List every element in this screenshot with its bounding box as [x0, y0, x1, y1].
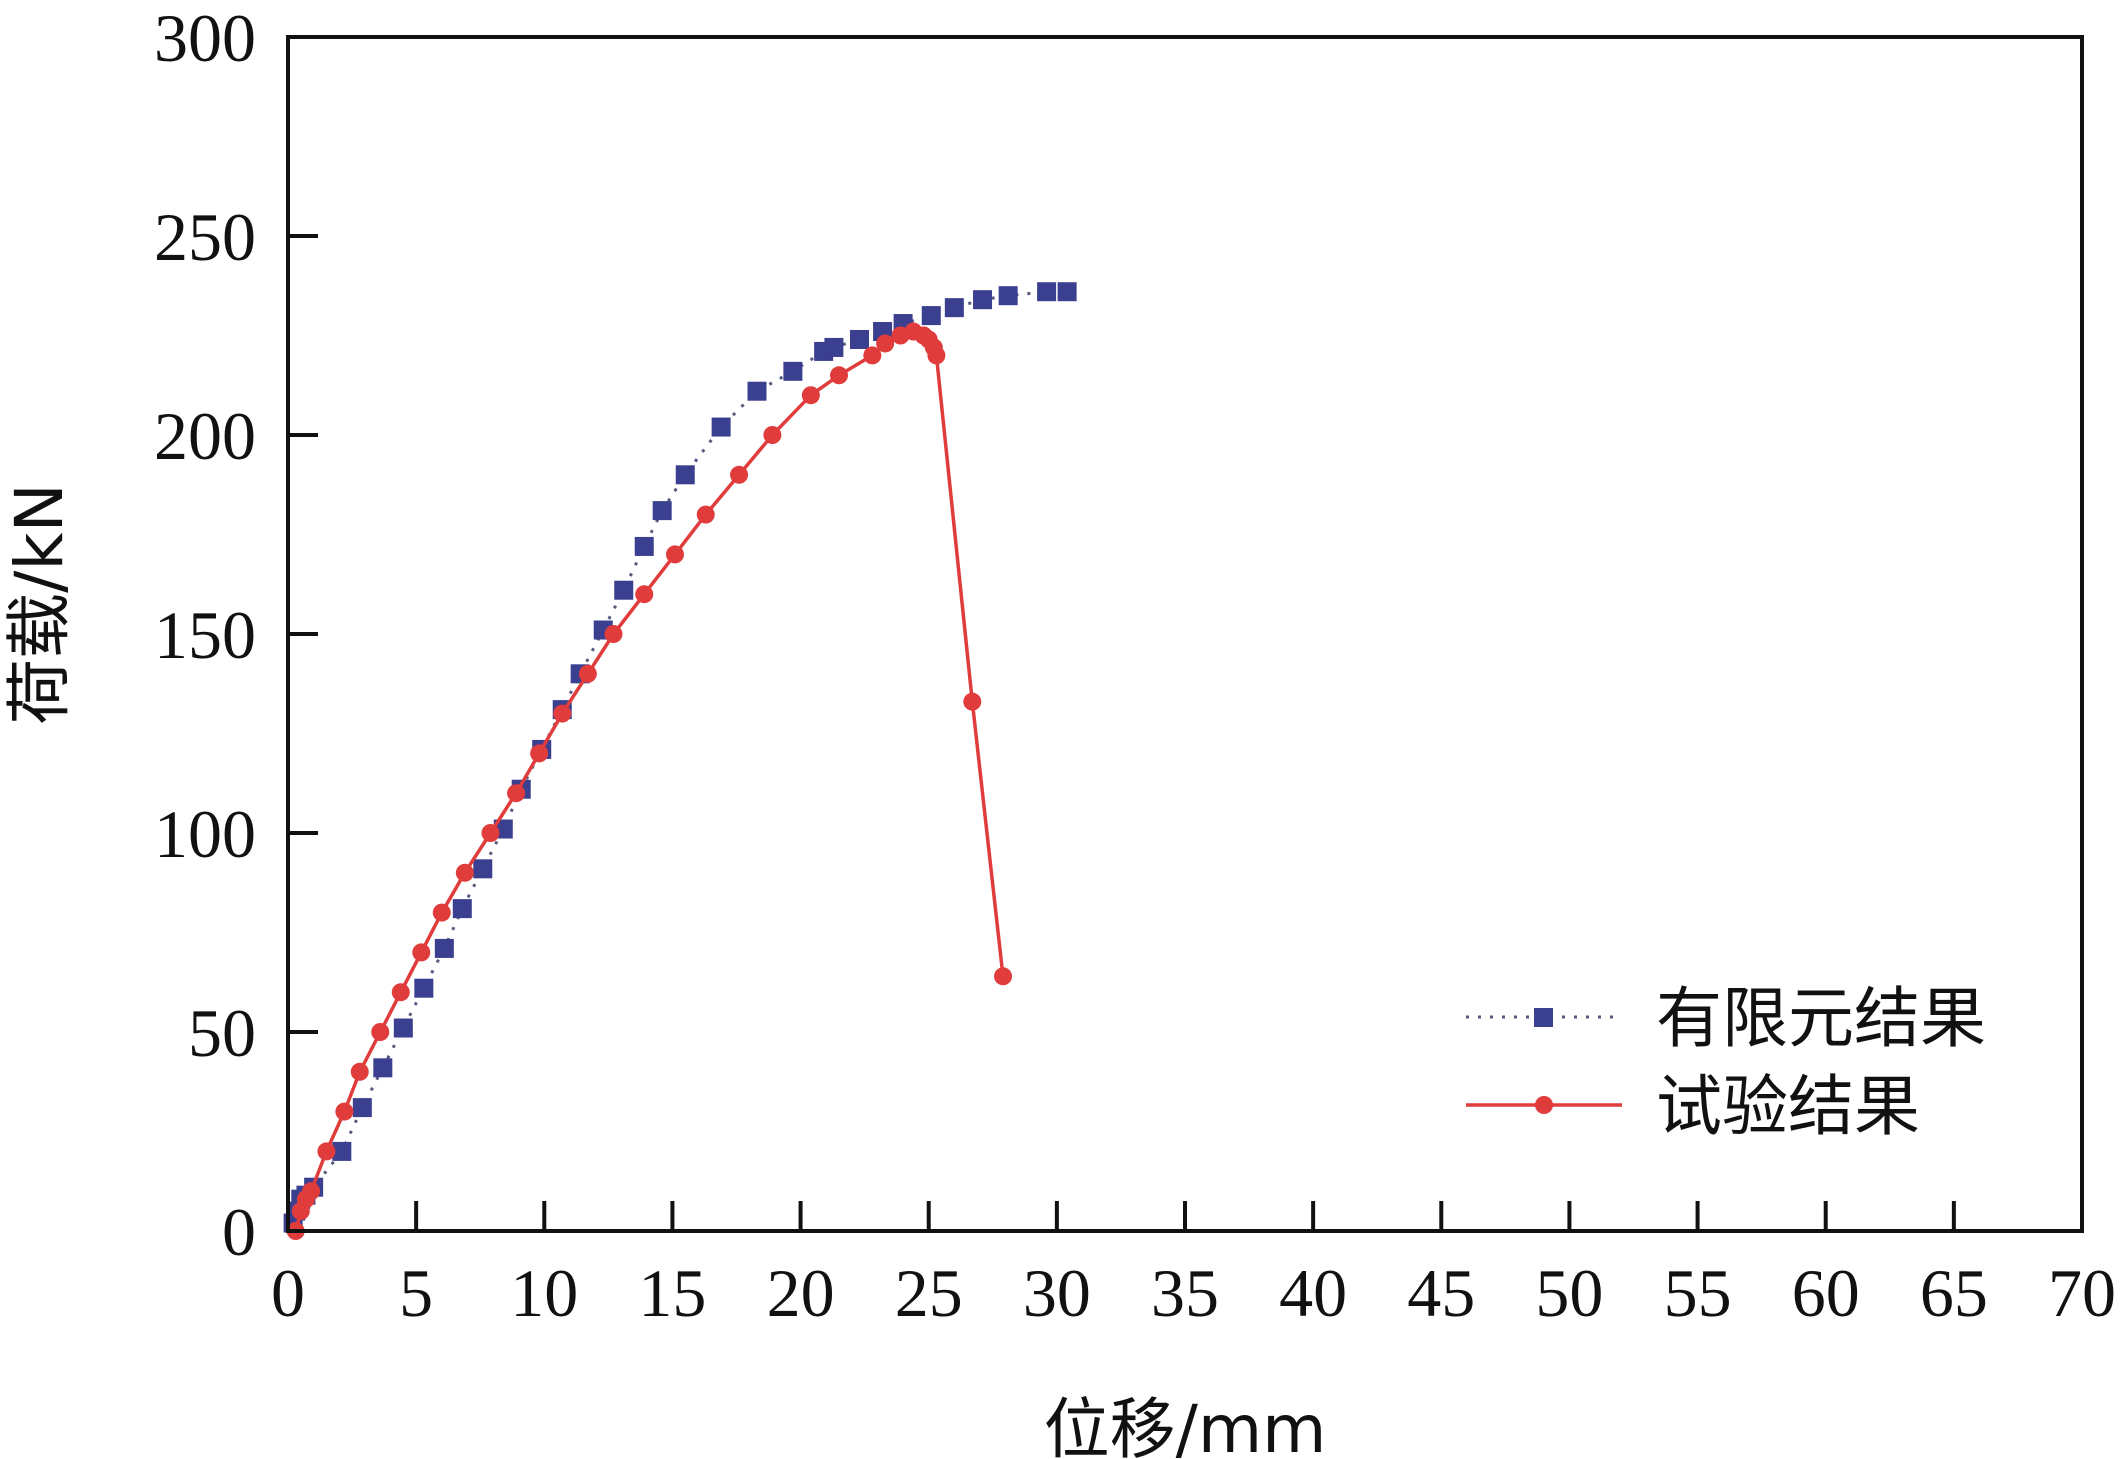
x-tick-label: 0 [271, 1255, 305, 1331]
fem-point [783, 361, 803, 381]
legend-label-test: 试验结果 [1656, 1068, 1920, 1145]
fem-point [998, 286, 1018, 306]
y-tick-label: 200 [154, 398, 256, 474]
test-point [432, 903, 451, 922]
fem-point [373, 1058, 393, 1078]
x-tick-label: 20 [767, 1255, 835, 1331]
legend-marker-fem [1534, 1008, 1553, 1027]
test-point [350, 1062, 369, 1081]
fem-point [473, 859, 493, 879]
fem-point [973, 290, 993, 310]
fem-point [452, 899, 472, 919]
fem-point [393, 1018, 413, 1038]
x-tick-label: 60 [1792, 1255, 1860, 1331]
series-line-test [294, 329, 1005, 1232]
fem-point [434, 938, 454, 958]
test-point [635, 585, 654, 604]
x-tick-label: 50 [1535, 1255, 1603, 1331]
x-tick-label: 10 [510, 1255, 578, 1331]
y-tick-label: 100 [154, 796, 256, 872]
x-tick-label: 5 [399, 1255, 433, 1331]
test-point [530, 744, 549, 763]
test-point [801, 386, 820, 405]
fem-point [634, 536, 654, 556]
x-tick-label: 40 [1279, 1255, 1347, 1331]
fem-point [675, 465, 695, 485]
y-axis-title: 荷载/kN [1, 483, 78, 725]
test-point [963, 692, 982, 711]
plot-frame [286, 35, 2084, 1233]
test-point [317, 1142, 336, 1161]
test-point [830, 366, 849, 385]
test-point [604, 625, 623, 643]
x-tick-label: 15 [638, 1255, 706, 1331]
fem-point [747, 381, 767, 401]
test-point [481, 824, 500, 842]
x-tick-label: 45 [1407, 1255, 1475, 1331]
test-point [665, 545, 684, 564]
y-tick-label: 0 [222, 1194, 256, 1270]
x-tick-label: 30 [1023, 1255, 1091, 1331]
fem-point [824, 337, 844, 357]
fem-point [352, 1098, 372, 1118]
fem-point [332, 1141, 352, 1161]
test-point [335, 1102, 354, 1121]
fem-point [614, 580, 634, 600]
x-tick-label: 70 [2048, 1255, 2116, 1331]
test-point [302, 1182, 321, 1201]
fem-point [921, 306, 941, 326]
legend: 有限元结果 试验结果 [1466, 980, 1986, 1145]
fem-point [850, 329, 870, 349]
fem-point [1037, 282, 1057, 302]
test-point [696, 505, 715, 524]
series-layer [283, 282, 1077, 1240]
test-point [412, 943, 431, 962]
series-line-fem [291, 290, 1068, 1224]
test-point [507, 784, 526, 803]
tick-labels: 0 5 10 15 20 25 30 35 40 45 50 55 60 65 70 0 50 100 150 200… [154, 0, 2116, 1331]
y-tick-label: 150 [154, 597, 256, 673]
fem-point [711, 417, 731, 437]
fem-point [414, 978, 434, 998]
test-point [876, 334, 895, 353]
fem-point [944, 298, 964, 318]
test-point [763, 426, 782, 444]
test-point [730, 465, 749, 484]
y-tick-label: 50 [188, 995, 256, 1071]
legend-item-fem: 有限元结果 [1466, 980, 1986, 1057]
y-tick-label: 300 [154, 0, 256, 76]
legend-marker-test [1535, 1096, 1553, 1114]
x-tick-label: 25 [895, 1255, 963, 1331]
axis-ticks [288, 234, 1956, 1231]
test-point [578, 664, 597, 683]
y-tick-label: 250 [154, 199, 256, 275]
test-point [927, 346, 946, 365]
test-point [455, 863, 474, 882]
test-point [371, 1023, 390, 1041]
fem-point [652, 501, 672, 521]
x-tick-label: 55 [1664, 1255, 1732, 1331]
test-point [994, 967, 1013, 986]
test-point [863, 346, 882, 365]
test-point [391, 983, 410, 1002]
legend-label-fem: 有限元结果 [1656, 980, 1986, 1057]
x-tick-label: 65 [1920, 1255, 1988, 1331]
x-tick-label: 35 [1151, 1255, 1219, 1331]
legend-item-test: 试验结果 [1466, 1068, 1920, 1145]
test-point [553, 704, 572, 723]
x-axis-title: 位移/mm [1044, 1391, 1327, 1459]
fem-point [1057, 282, 1077, 302]
